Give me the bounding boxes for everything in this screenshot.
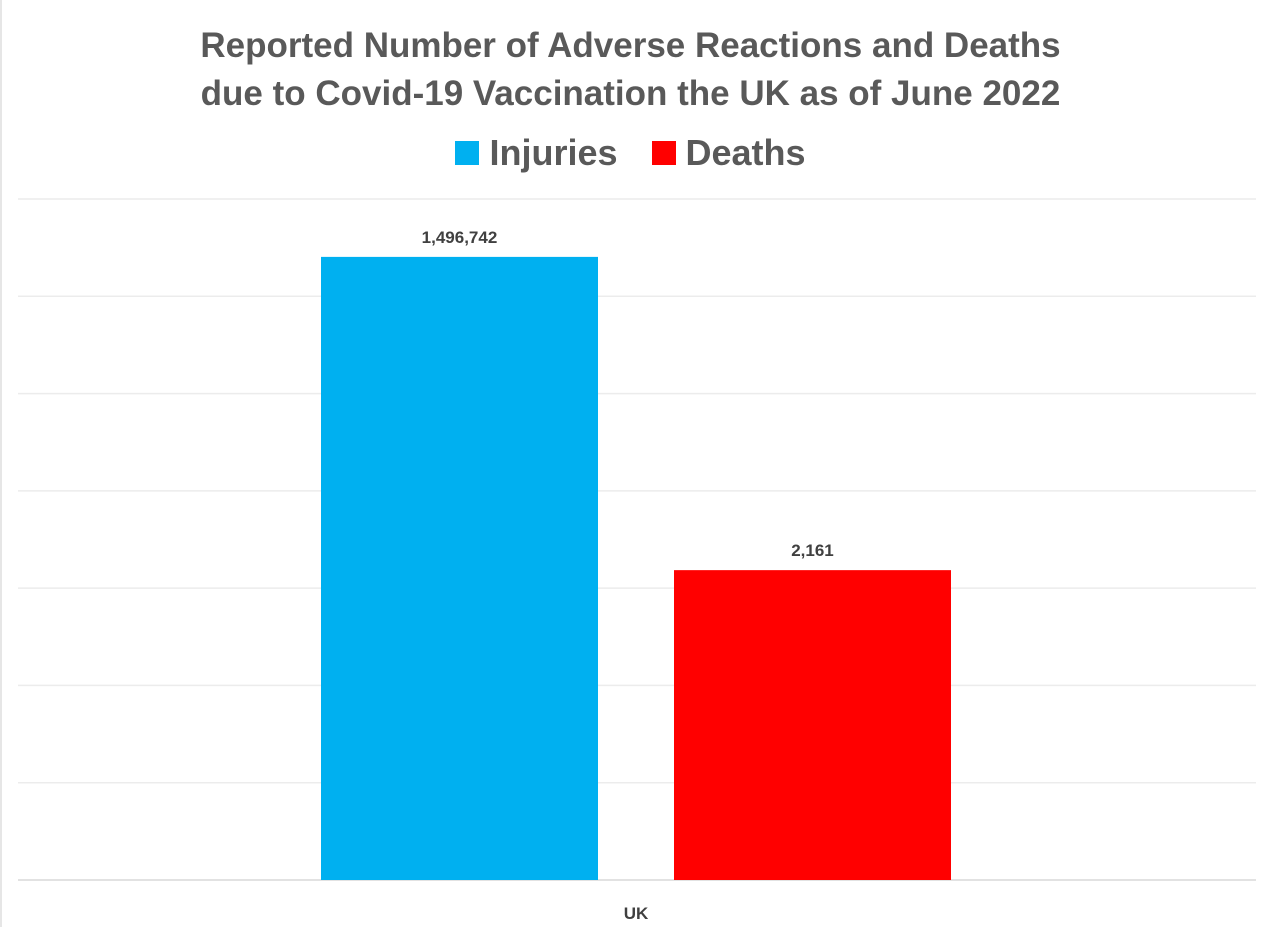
data-label-injuries: 1,496,742 [422,228,498,247]
category-labels: UK [624,904,649,923]
bar-injuries [321,256,598,880]
legend-item-deaths: Deaths [651,132,806,174]
category-label: UK [624,904,649,923]
bars [321,256,951,880]
chart-legend: Injuries Deaths [0,132,1261,174]
data-label-deaths: 2,161 [791,541,834,560]
legend-label-deaths: Deaths [685,132,806,173]
data-labels: 1,496,742 2,161 [422,228,834,560]
chart-title-line-1: Reported Number of Adverse Reactions and… [200,26,1061,65]
legend-swatch-deaths [651,141,676,165]
legend-label-injuries: Injuries [489,132,618,173]
chart-title-line-2: due to Covid-19 Vaccination the UK as of… [200,74,1061,113]
bar-deaths [674,570,951,880]
legend-item-injuries: Injuries [455,132,618,174]
legend-swatch-injuries [455,141,480,165]
chart-title: Reported Number of Adverse Reactions and… [0,22,1261,118]
gridlines [18,198,1256,881]
